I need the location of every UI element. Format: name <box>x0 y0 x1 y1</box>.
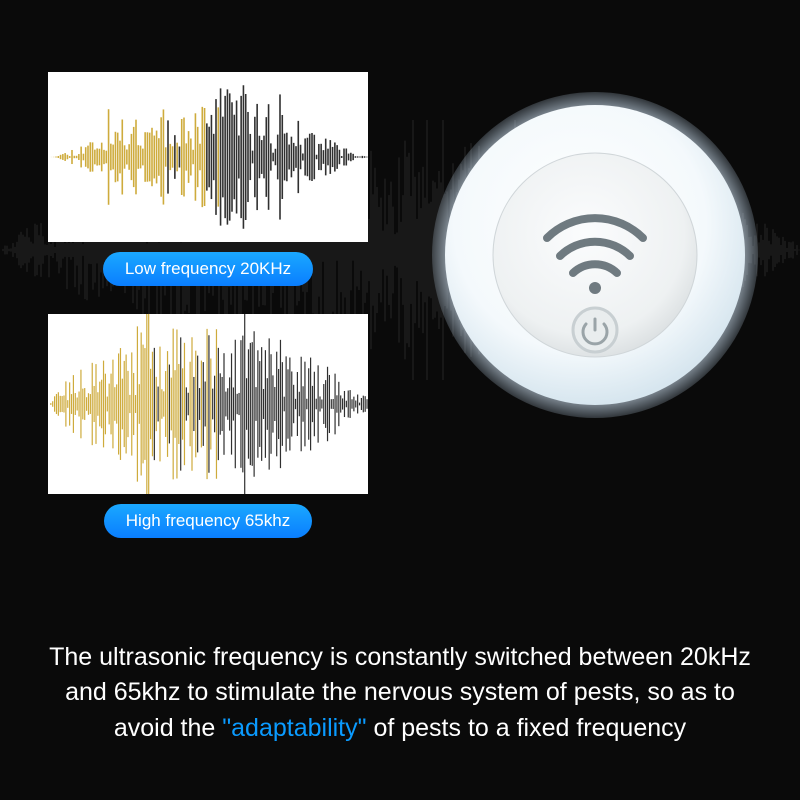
waveform-column: Low frequency 20KHz High frequency 65khz <box>48 72 368 566</box>
low-freq-waveform <box>48 72 368 242</box>
description-highlight: "adaptability" <box>222 714 366 742</box>
description-text: The ultrasonic frequency is constantly s… <box>40 640 760 747</box>
high-freq-waveform <box>48 314 368 494</box>
low-freq-label: Low frequency 20KHz <box>103 252 313 286</box>
ultrasonic-device <box>430 90 760 420</box>
high-freq-label-wrap: High frequency 65khz <box>48 494 368 538</box>
high-freq-label: High frequency 65khz <box>104 504 312 538</box>
device-svg <box>430 90 760 420</box>
low-freq-waveform-card <box>48 72 368 242</box>
high-freq-waveform-card <box>48 314 368 494</box>
low-freq-label-wrap: Low frequency 20KHz <box>48 242 368 286</box>
power-button[interactable] <box>573 308 617 352</box>
sound-wave-icon-dot <box>589 282 601 294</box>
description-post: of pests to a fixed frequency <box>367 714 687 742</box>
